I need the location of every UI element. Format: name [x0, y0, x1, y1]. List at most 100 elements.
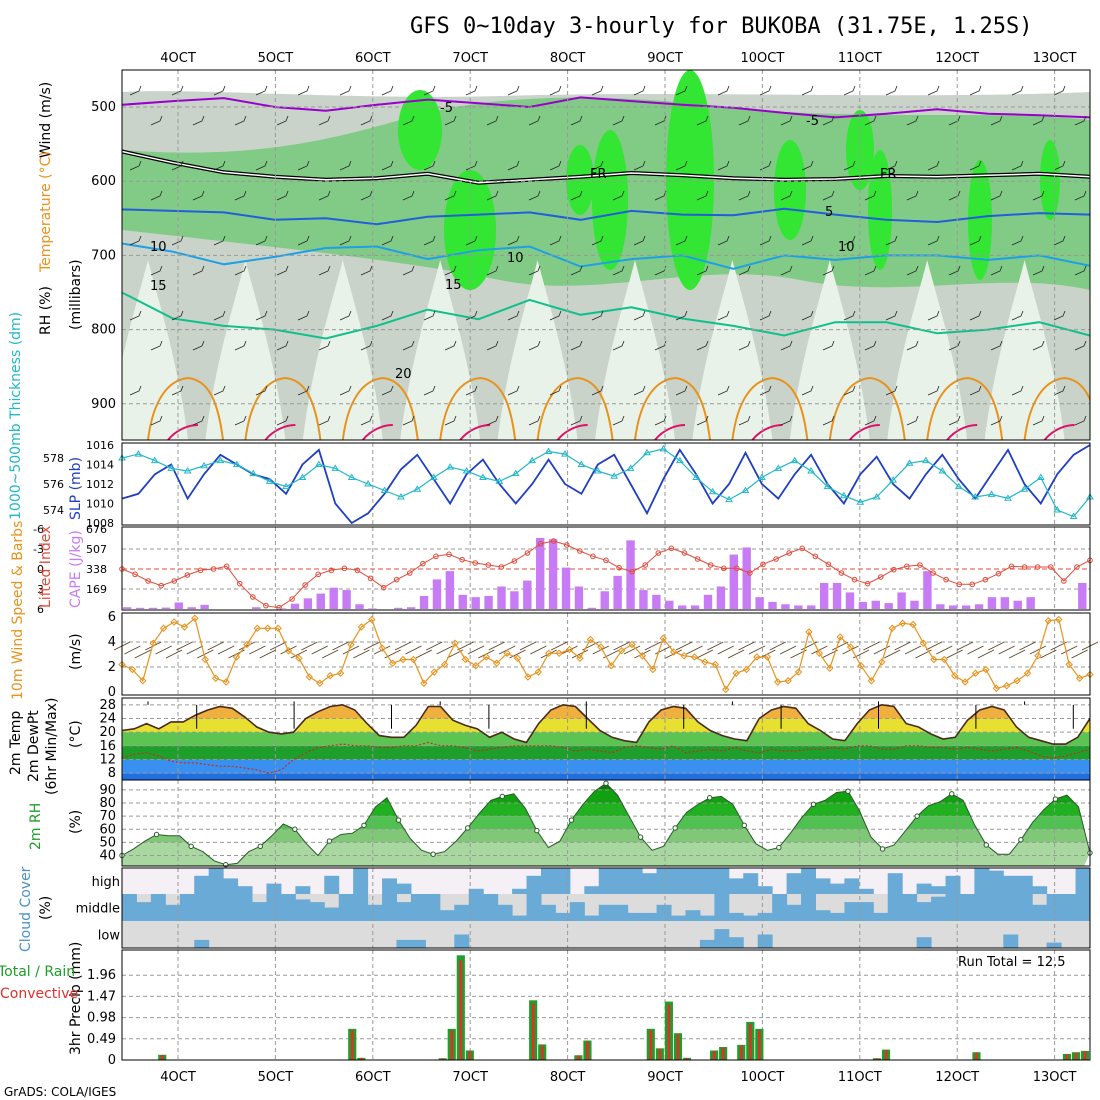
- rh2m-marker: [741, 822, 747, 829]
- bottom-date-axis: 4OCT 5OCT 6OCT 7OCT 8OCT 9OCT 10OCT 11OCT 12OCT 1…: [160, 1070, 1076, 1085]
- tick-label: 800: [91, 323, 116, 338]
- cape-bar: [148, 607, 158, 609]
- wind-barb: [570, 115, 583, 126]
- date-label: 11OCT: [838, 1070, 882, 1085]
- cape-bar: [1000, 597, 1010, 609]
- rh-saturated-blob: [968, 160, 992, 280]
- tick-label: 20: [99, 725, 116, 740]
- cape-bar: [123, 607, 132, 609]
- cloud-cell: [873, 912, 889, 921]
- cloud-cell: [512, 915, 528, 921]
- temp-contour-25: [167, 424, 199, 440]
- li-marker: [289, 596, 295, 602]
- wind-barb-10m: [769, 641, 786, 651]
- wind-barb: [738, 115, 751, 126]
- li-marker: [694, 556, 701, 562]
- wind-barb: [150, 265, 163, 276]
- cloud-cell: [656, 904, 672, 921]
- precip-convective-bar: [884, 1050, 888, 1060]
- rh-dry-lobe: [302, 260, 383, 440]
- wind-barb: [528, 415, 541, 426]
- cape-bar: [394, 607, 403, 609]
- wind-barb: [150, 340, 163, 351]
- temp-band: [122, 759, 1090, 774]
- precip-convective-bar: [459, 960, 463, 1060]
- wind-barb: [906, 415, 919, 426]
- wind-barb: [402, 340, 415, 351]
- cloud-cell: [237, 886, 253, 894]
- cloud-cell: [266, 883, 282, 894]
- wind10m-marker: [565, 645, 574, 654]
- wind-barb-10m: [696, 649, 714, 659]
- wind-barb-10m: [1040, 649, 1057, 659]
- thickness-marker: [429, 473, 438, 480]
- rh-dry-lobe: [789, 260, 870, 440]
- wind-barb: [927, 385, 940, 396]
- thickness-marker: [561, 450, 569, 457]
- wind-barb: [276, 190, 289, 201]
- rh-saturated-blob: [666, 70, 714, 290]
- wind-barb: [507, 85, 520, 96]
- wind-barb: [801, 385, 814, 396]
- cloud-cell: [584, 886, 600, 894]
- wind-barb: [570, 265, 583, 276]
- cape-bar: [252, 607, 261, 609]
- cloud-cell: [540, 868, 556, 894]
- rh2m-marker: [914, 813, 920, 819]
- li-marker: [720, 565, 727, 572]
- wind10m-marker: [211, 674, 220, 682]
- wind-barb-10m: [363, 641, 380, 651]
- li-marker: [890, 566, 897, 573]
- date-label: 5OCT: [258, 51, 294, 66]
- tick-label: 1008: [86, 517, 114, 530]
- contour-label: -5: [806, 114, 819, 129]
- cloud-cell: [598, 904, 614, 921]
- tick-label: 1.47: [87, 989, 116, 1004]
- wind-barb-10m: [946, 649, 963, 659]
- rh2m-marker: [637, 834, 644, 840]
- cloud-row-label: middle: [76, 902, 120, 917]
- rh-field: [122, 70, 1090, 440]
- tick-label: 1016: [86, 439, 114, 452]
- cloud-cell: [410, 894, 426, 921]
- cloud-cell: [1075, 868, 1091, 894]
- wind-barb-10m: [353, 649, 370, 659]
- label-wind10m-units: (m/s): [68, 633, 84, 670]
- tick-label: 1012: [86, 478, 114, 491]
- wind-barb-10m: [644, 641, 662, 651]
- wind-barb-10m: [884, 649, 901, 659]
- cloud-cell: [772, 894, 788, 921]
- wind-barb: [528, 190, 541, 201]
- temp-contour-25: [751, 424, 783, 440]
- li-marker: [707, 562, 714, 568]
- wind-barb: [612, 340, 625, 351]
- date-label: 7OCT: [452, 51, 488, 66]
- cloud-cell: [266, 894, 282, 921]
- cloud-cell: [1075, 894, 1091, 921]
- rh-dry-top: [122, 70, 1090, 97]
- wind10m-marker: [409, 655, 418, 664]
- temp-contour-25: [362, 424, 393, 440]
- cape-bar: [406, 607, 416, 609]
- temp-contour-20: [926, 376, 1004, 440]
- cloud-cell: [237, 894, 253, 921]
- wind-barb: [381, 310, 394, 321]
- cape-bar: [677, 605, 687, 609]
- wind-barb: [696, 265, 709, 276]
- wind10m-marker: [222, 678, 230, 686]
- wind10m-marker: [638, 652, 647, 660]
- wind-barb-10m: [519, 641, 537, 651]
- thickness-marker: [856, 498, 865, 505]
- wind10m-marker: [846, 643, 855, 651]
- wind-barb: [234, 190, 247, 201]
- cloud-cell: [642, 912, 658, 921]
- wind-barb: [1011, 160, 1024, 171]
- wind-barb-10m: [894, 641, 911, 651]
- cloud-cell: [902, 894, 918, 921]
- cloud-cover-panel: high middle low: [76, 867, 1091, 949]
- wind-barb: [696, 115, 709, 126]
- cloud-cell: [642, 873, 658, 894]
- cloud-cell: [931, 886, 947, 894]
- precip-convective-bar: [468, 1050, 472, 1060]
- cape-bar: [613, 575, 622, 609]
